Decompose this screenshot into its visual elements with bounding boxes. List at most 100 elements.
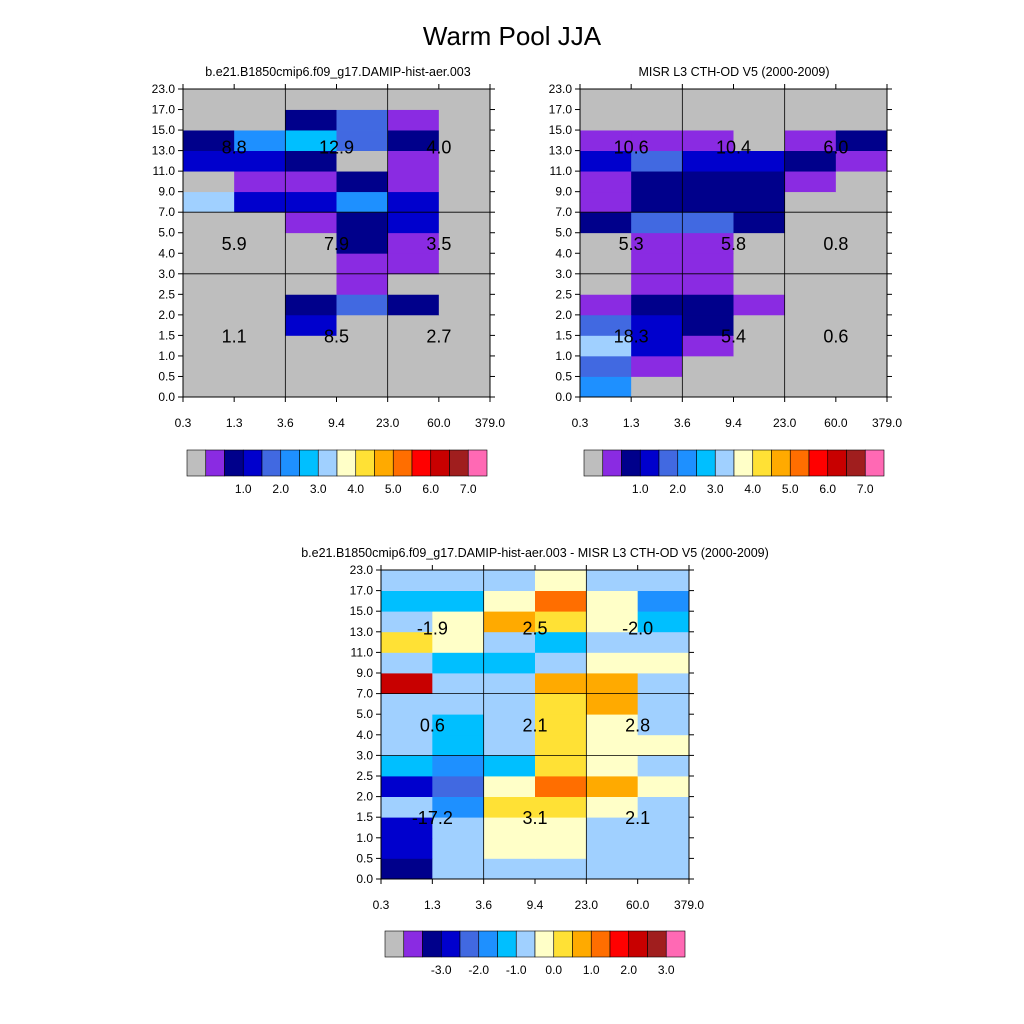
y-tick-label: 9.0 [555,185,572,199]
heatmap-cell [432,652,485,674]
box-value-label: 18.3 [614,326,649,346]
heatmap-cell [285,355,337,377]
box-value-label: 2.1 [522,716,547,736]
colorbar-label: 2.0 [669,482,686,496]
heatmap-cell [637,755,690,777]
heatmap-cell [682,335,734,357]
heatmap-cell [432,734,485,756]
heatmap-cell [682,253,734,275]
heatmap-cell [336,232,389,254]
heatmap-cell [438,273,491,295]
heatmap-cell [682,89,734,110]
heatmap-cell [535,611,587,633]
heatmap-cell [580,89,632,110]
colorbar-swatch [224,449,244,477]
y-tick-label: 9.0 [356,666,373,680]
heatmap-cell [381,673,433,694]
heatmap-cell [387,109,440,131]
colorbar-swatch [515,930,536,958]
heatmap-cell [432,837,485,859]
heatmap-cell [336,314,389,336]
heatmap-cell [835,253,888,275]
y-tick-label: 23.0 [152,82,176,96]
heatmap-cell [784,253,837,275]
y-tick-label: 0.5 [158,369,175,383]
y-tick-label: 1.5 [158,328,175,342]
heatmap-cell [336,171,389,193]
heatmap-cell [586,611,639,633]
heatmap-cell [234,294,286,316]
colorbar-swatch [846,449,866,477]
heatmap-cell [234,355,286,377]
heatmap-cell [535,734,587,756]
heatmap-cell [631,150,683,172]
heatmap-cell [381,693,433,715]
heatmap-cell [285,130,337,151]
heatmap-cell [336,89,389,110]
heatmap-cell [631,212,683,234]
y-tick-label: 1.0 [158,349,175,363]
y-tick-label: 13.0 [549,144,573,158]
heatmap-cell [535,837,587,859]
heatmap-cell [387,253,440,275]
heatmap-cell [483,858,536,880]
heatmap-cell [387,171,440,193]
colorbar-label: 3.0 [658,963,675,977]
y-tick-label: 0.0 [158,390,175,404]
y-tick-label: 23.0 [549,82,573,96]
heatmap-cell [285,232,337,254]
heatmap-cell [483,570,536,591]
box-value-label: 3.1 [522,808,547,828]
heatmap-cell [733,191,786,213]
heatmap-cell [432,714,485,736]
heatmap-cell [234,273,286,295]
heatmap-cell [637,734,690,756]
heatmap-cell [483,837,536,859]
heatmap-cell [483,631,536,653]
heatmap-cell [438,253,491,275]
heatmap-cell [586,817,639,839]
y-tick-label: 9.0 [158,185,175,199]
y-tick-label: 4.0 [356,728,373,742]
heatmap-cell [387,150,440,172]
heatmap-cell [733,150,786,172]
heatmap-cell [835,232,888,254]
colorbar-swatch [392,449,413,477]
heatmap-cell [835,109,888,131]
heatmap-cell [483,817,536,839]
box-value-label: 4.0 [426,137,451,157]
heatmap-cell [432,570,485,591]
heatmap-cell [682,212,734,234]
colorbar-swatch [553,930,573,958]
y-tick-label: 2.5 [555,287,572,301]
heatmap-cell [784,294,837,316]
heatmap-cell [784,171,837,193]
y-tick-label: 2.0 [158,308,175,322]
colorbar-swatch [422,930,442,958]
box-value-label: 0.6 [420,716,445,736]
heatmap-cell [336,150,389,172]
heatmap-cell [183,212,235,234]
heatmap-cells [580,89,888,398]
colorbar-swatch [355,449,375,477]
heatmap-cell [336,130,389,151]
panel-title-model: b.e21.B1850cmip6.f09_g17.DAMIP-hist-aer.… [205,65,470,79]
box-value-label: 12.9 [319,137,354,157]
heatmap-cell [387,335,440,357]
heatmap-cell [580,355,632,377]
heatmap-cell [586,837,639,859]
colorbar-swatch [583,449,604,477]
y-tick-label: 1.5 [356,810,373,824]
x-tick-label: 1.3 [424,898,441,912]
y-tick-label: 7.0 [158,205,175,219]
heatmap-cell [381,714,433,736]
heatmap-cell [438,212,491,234]
heatmap-cell [387,89,440,110]
colorbar-swatch [639,449,660,477]
heatmap-cell [535,570,587,591]
colorbar-swatch [572,930,592,958]
heatmap-cell [631,89,683,110]
heatmap-cell [183,355,235,377]
heatmap-cell [183,150,235,172]
heatmap-cell [438,314,491,336]
